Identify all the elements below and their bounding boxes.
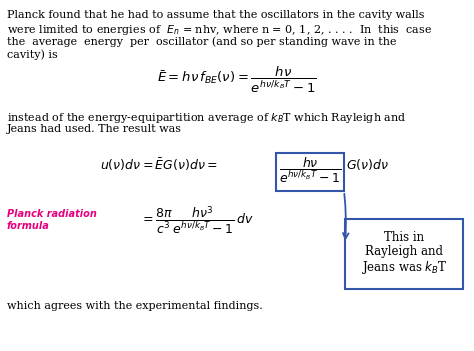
Text: $\dfrac{h\nu}{e^{h\nu/k_{B}T}-1}$: $\dfrac{h\nu}{e^{h\nu/k_{B}T}-1}$ (279, 155, 341, 185)
Text: $= \dfrac{8\pi}{c^3} \dfrac{h\nu^3}{e^{h\nu/k_{B}T}-1}\,dv$: $= \dfrac{8\pi}{c^3} \dfrac{h\nu^3}{e^{h… (140, 205, 254, 237)
Text: which agrees with the experimental findings.: which agrees with the experimental findi… (7, 301, 263, 311)
FancyArrowPatch shape (343, 194, 348, 239)
Bar (276, 153, 344, 191)
Text: Rayleigh and: Rayleigh and (365, 245, 443, 258)
Text: cavity) is: cavity) is (7, 49, 58, 60)
Text: $u(\nu)d\nu = \bar{E}G(\nu)d\nu = $: $u(\nu)d\nu = \bar{E}G(\nu)d\nu = $ (100, 157, 218, 173)
Text: $G(\nu)d\nu$: $G(\nu)d\nu$ (346, 158, 389, 172)
Text: Planck radiation
formula: Planck radiation formula (7, 209, 97, 231)
Text: Jeans was $k_B$T: Jeans was $k_B$T (361, 259, 447, 276)
Bar (345, 219, 463, 289)
Text: instead of the energy-equipartition average of $k_B$T which Rayleigh and: instead of the energy-equipartition aver… (7, 111, 406, 125)
Text: the  average  energy  per  oscillator (and so per standing wave in the: the average energy per oscillator (and s… (7, 36, 396, 47)
Text: were limited to energies of  $E_n$ = nhv, where n = 0, 1, 2, . . . .  In  this  : were limited to energies of $E_n$ = nhv,… (7, 23, 432, 37)
Text: Planck found that he had to assume that the oscillators in the cavity walls: Planck found that he had to assume that … (7, 10, 425, 20)
Text: Jeans had used. The result was: Jeans had used. The result was (7, 124, 182, 134)
Text: This in: This in (384, 231, 424, 244)
Text: $\bar{E} = h\nu \, f_{BE}(\nu) = \dfrac{h\nu}{e^{h\nu/k_{B}T} - 1}$: $\bar{E} = h\nu \, f_{BE}(\nu) = \dfrac{… (157, 65, 317, 95)
